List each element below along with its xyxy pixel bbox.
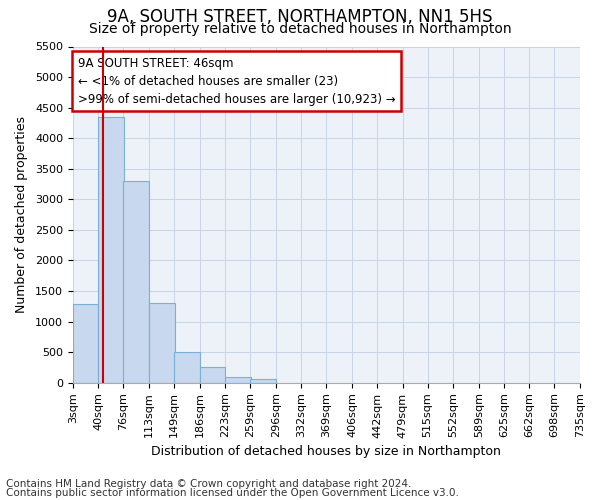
- Bar: [225, 376, 251, 382]
- Text: Size of property relative to detached houses in Northampton: Size of property relative to detached ho…: [89, 22, 511, 36]
- Y-axis label: Number of detached properties: Number of detached properties: [15, 116, 28, 313]
- Text: 9A, SOUTH STREET, NORTHAMPTON, NN1 5HS: 9A, SOUTH STREET, NORTHAMPTON, NN1 5HS: [107, 8, 493, 26]
- Bar: [200, 368, 225, 382]
- Text: 9A SOUTH STREET: 46sqm
← <1% of detached houses are smaller (23)
>99% of semi-de: 9A SOUTH STREET: 46sqm ← <1% of detached…: [78, 56, 395, 106]
- X-axis label: Distribution of detached houses by size in Northampton: Distribution of detached houses by size …: [151, 444, 502, 458]
- Bar: [250, 378, 276, 382]
- Bar: [98, 117, 124, 382]
- Text: Contains HM Land Registry data © Crown copyright and database right 2024.: Contains HM Land Registry data © Crown c…: [6, 479, 412, 489]
- Bar: [124, 181, 149, 382]
- Text: Contains public sector information licensed under the Open Government Licence v3: Contains public sector information licen…: [6, 488, 459, 498]
- Bar: [174, 352, 200, 382]
- Bar: [149, 303, 175, 382]
- Bar: [73, 304, 98, 382]
